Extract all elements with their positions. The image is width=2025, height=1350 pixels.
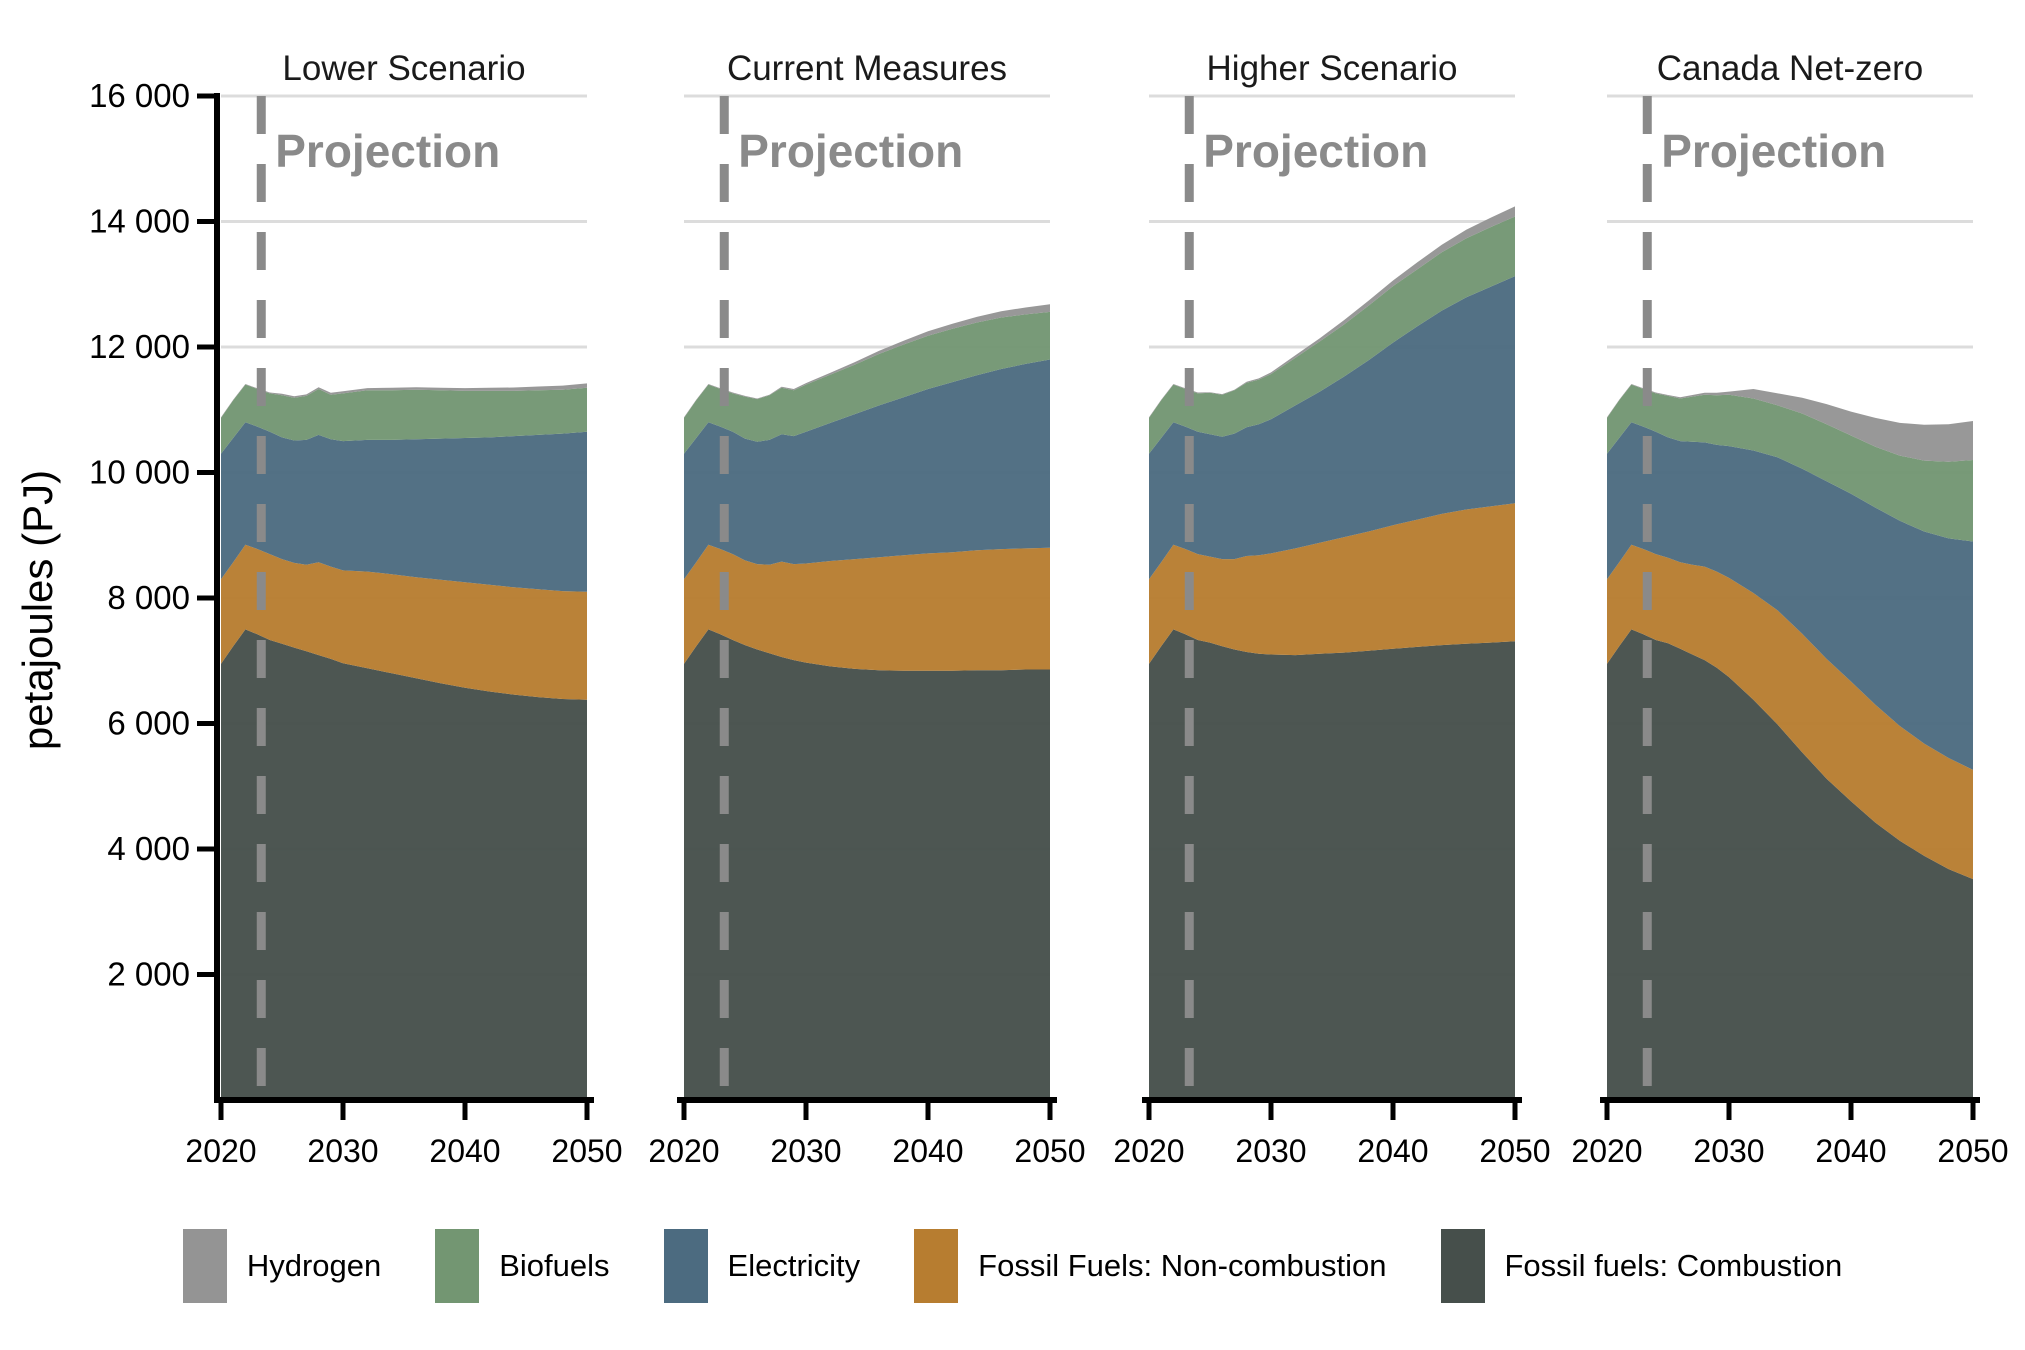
projection-label: Projection (738, 125, 963, 177)
x-tick-label: 2020 (1571, 1133, 1642, 1169)
legend-item-non_combustion: Fossil Fuels: Non-combustion (914, 1229, 1387, 1303)
legend-swatch-hydrogen (182, 1229, 227, 1303)
area-hydrogen (1607, 384, 1973, 462)
y-tick-label: 4 000 (107, 830, 190, 867)
panel-canada-net-zero: Projection 2020 2030 2040 2050 Canada Net-zer… (1571, 49, 2008, 1169)
legend: Hydrogen Biofuels Electricity Fossil Fuels:… (0, 1218, 2025, 1314)
area-non_combustion (1607, 544, 1973, 880)
area-combustion (1607, 629, 1973, 1100)
area-electricity (1149, 276, 1515, 580)
legend-label-biofuels: Biofuels (499, 1248, 610, 1283)
legend-label-non_combustion: Fossil Fuels: Non-combustion (978, 1248, 1387, 1283)
y-tick-label: 10 000 (89, 454, 190, 491)
area-non_combustion (1149, 503, 1515, 664)
y-tick-label: 2 000 (107, 956, 190, 993)
area-electricity (221, 422, 587, 592)
x-tick-label: 2030 (1235, 1133, 1306, 1169)
panel-lower-scenario: Projection 2020 2030 2040 2050 Lower Scenario (185, 49, 622, 1169)
x-tick-label: 2040 (1815, 1133, 1886, 1169)
y-tick-label: 8 000 (107, 579, 190, 616)
legend-item-combustion: Fossil fuels: Combustion (1440, 1229, 1843, 1303)
x-tick-label: 2020 (648, 1133, 719, 1169)
legend-item-hydrogen: Hydrogen (182, 1229, 382, 1303)
x-tick-label: 2050 (1014, 1133, 1085, 1169)
area-biofuels (1607, 384, 1973, 542)
area-hydrogen (1149, 206, 1515, 418)
area-biofuels (221, 384, 587, 454)
x-tick-label: 2020 (185, 1133, 256, 1169)
legend-label-hydrogen: Hydrogen (246, 1248, 382, 1283)
x-tick-label: 2030 (307, 1133, 378, 1169)
x-tick-label: 2040 (892, 1133, 963, 1169)
legend-swatch-combustion (1440, 1229, 1485, 1303)
x-tick-label: 2030 (770, 1133, 841, 1169)
panel-title: Canada Net-zero (1657, 49, 1924, 88)
y-tick-label: 6 000 (107, 705, 190, 742)
area-non_combustion (684, 544, 1050, 671)
plot-area: Projection 2020 2030 2040 2050 Lower Scenario… (89, 49, 2009, 1169)
y-axis-title: petajoules (PJ) (14, 470, 61, 750)
projection-label: Projection (1661, 125, 1886, 177)
x-tick-label: 2050 (1937, 1133, 2008, 1169)
area-hydrogen (684, 304, 1050, 418)
x-tick-label: 2020 (1113, 1133, 1184, 1169)
legend-swatch-electricity (663, 1229, 708, 1303)
panel-title: Lower Scenario (282, 49, 525, 88)
panel-title: Higher Scenario (1207, 49, 1458, 88)
area-electricity (1607, 422, 1973, 770)
legend-swatch-biofuels (435, 1229, 480, 1303)
chart-canvas: Projection 2020 2030 2040 2050 Lower Scenario… (14, 49, 2009, 1169)
area-biofuels (1149, 216, 1515, 454)
projection-label: Projection (1203, 125, 1428, 177)
legend-item-biofuels: Biofuels (435, 1229, 610, 1303)
x-tick-label: 2030 (1693, 1133, 1764, 1169)
legend-item-electricity: Electricity (663, 1229, 861, 1303)
area-biofuels (684, 311, 1050, 454)
legend-swatch-non_combustion (914, 1229, 959, 1303)
y-tick-label: 14 000 (89, 203, 190, 240)
projection-label: Projection (275, 125, 500, 177)
y-tick-label: 16 000 (89, 77, 190, 114)
area-hydrogen (221, 383, 587, 418)
legend-label-combustion: Fossil fuels: Combustion (1504, 1248, 1843, 1283)
panel-higher-scenario: Projection 2020 2030 2040 2050 Higher Scenari… (1113, 49, 1550, 1169)
area-electricity (684, 359, 1050, 580)
panel-current-measures: Projection 2020 2030 2040 2050 Current Measur… (648, 49, 1085, 1169)
area-combustion (221, 629, 587, 1100)
x-tick-label: 2040 (429, 1133, 500, 1169)
y-axis: 2 000 4 000 6 000 8 000 10 000 12 000 14 000 16… (89, 77, 220, 1103)
x-tick-label: 2050 (1479, 1133, 1550, 1169)
x-tick-label: 2050 (551, 1133, 622, 1169)
area-combustion (684, 629, 1050, 1100)
panel-title: Current Measures (727, 49, 1007, 88)
legend-label-electricity: Electricity (727, 1248, 861, 1283)
y-tick-label: 12 000 (89, 328, 190, 365)
area-combustion (1149, 629, 1515, 1100)
x-tick-label: 2040 (1357, 1133, 1428, 1169)
area-non_combustion (221, 544, 587, 700)
